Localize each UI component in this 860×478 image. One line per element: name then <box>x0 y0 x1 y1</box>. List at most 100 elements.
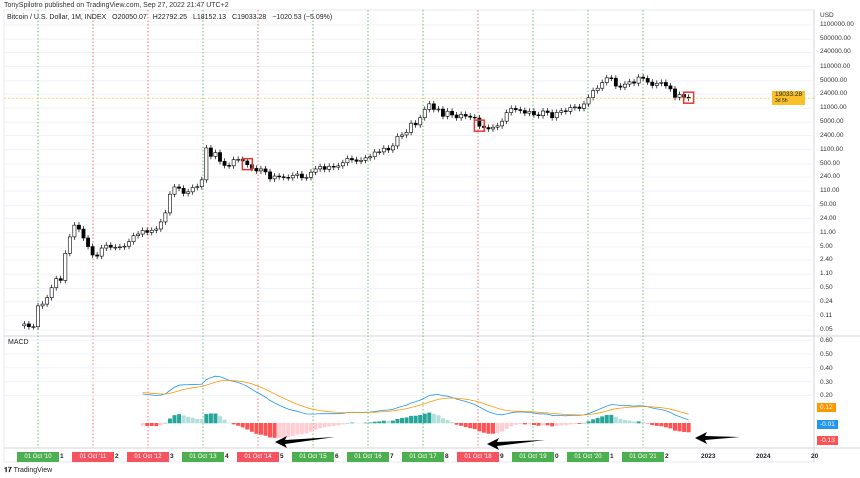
histogram-bar <box>668 423 673 429</box>
candle <box>158 221 163 230</box>
candle <box>491 126 495 130</box>
candle <box>290 175 295 179</box>
cycle-number: 3 <box>170 453 174 460</box>
histogram-bar <box>677 423 682 432</box>
candle <box>454 114 459 119</box>
year-tick: 2024 <box>756 453 771 460</box>
candle <box>131 235 136 242</box>
candle <box>209 147 213 157</box>
candle <box>418 117 423 126</box>
candle <box>22 323 27 327</box>
histogram-bar <box>491 423 495 434</box>
candle <box>49 287 54 298</box>
signal-badge: 0.12 <box>817 403 836 412</box>
histogram-bar <box>463 423 468 428</box>
candle <box>254 168 259 172</box>
candle <box>636 76 641 84</box>
candle <box>427 103 432 110</box>
time-marker-label: 01 Oct '19 <box>512 452 554 462</box>
histogram-bar <box>682 423 687 433</box>
histogram-bar <box>632 421 637 424</box>
symbol-name[interactable]: Bitcoin / U.S. Dollar, 1M, INDEX <box>7 14 107 21</box>
price-tick: 24.00 <box>820 214 837 222</box>
histogram-bar <box>277 423 282 438</box>
open-value: O20050.07 <box>112 14 147 21</box>
cycle-number: 0 <box>555 453 559 460</box>
histogram-bar <box>331 423 336 426</box>
candle <box>463 114 468 117</box>
tradingview-logo[interactable]: 𝟏𝟕 TradingView <box>4 467 52 475</box>
histogram-bar <box>318 423 323 429</box>
candle <box>45 297 50 305</box>
candle <box>577 106 582 109</box>
candle <box>140 230 145 235</box>
histogram-bar <box>591 419 596 424</box>
candle <box>54 278 59 289</box>
histogram-bar <box>595 417 600 424</box>
candle <box>472 116 477 119</box>
candle <box>295 173 300 176</box>
candle <box>386 147 391 151</box>
histogram-bar <box>686 423 691 433</box>
histogram-bar <box>181 415 186 424</box>
candle <box>331 165 336 168</box>
candle <box>277 175 282 178</box>
candle <box>172 186 177 195</box>
candle <box>559 110 564 113</box>
candle <box>591 90 596 98</box>
candle <box>595 87 600 91</box>
candle <box>650 81 655 86</box>
candle <box>363 157 368 161</box>
histogram-bar <box>518 423 523 425</box>
candle <box>409 122 414 133</box>
candle <box>104 244 109 249</box>
logo-text: TradingView <box>13 467 53 474</box>
macd-tick: 0.40 <box>820 364 833 372</box>
indicator-title[interactable]: MACD <box>8 339 29 346</box>
time-marker-label: 01 Oct '12 <box>127 452 169 462</box>
candle <box>413 122 418 126</box>
candle <box>127 241 131 247</box>
histogram-bar <box>281 423 286 438</box>
histogram-bar <box>418 415 423 424</box>
candle <box>550 112 555 119</box>
histogram-bar <box>522 423 527 425</box>
histogram-bar <box>222 419 227 424</box>
candle <box>268 171 272 180</box>
time-marker-label: 01 Oct '11 <box>72 452 114 462</box>
candle <box>118 246 122 249</box>
candle <box>377 151 382 153</box>
candle <box>613 77 618 87</box>
price-tick: 2.40 <box>820 256 833 264</box>
histogram-bar <box>495 423 500 434</box>
candle <box>486 127 491 130</box>
histogram-bar <box>545 423 550 426</box>
cycle-number: 6 <box>335 453 339 460</box>
year-tick: 2023 <box>701 453 716 460</box>
candle <box>459 114 464 119</box>
price-tick: 50000.00 <box>820 76 848 84</box>
time-marker-label: 01 Oct '20 <box>567 452 609 462</box>
change-value: −1020.53 (−5.09%) <box>272 14 333 21</box>
year-tick: 20 <box>811 453 819 460</box>
candle <box>181 187 186 194</box>
histogram-bar <box>445 419 450 424</box>
candle <box>186 191 191 194</box>
highlight-box <box>241 157 254 171</box>
candle <box>545 110 550 113</box>
price-tick: 0.24 <box>820 297 833 305</box>
candle <box>163 212 168 223</box>
histogram-bar <box>140 423 145 426</box>
symbol-legend: Bitcoin / U.S. Dollar, 1M, INDEX O20050.… <box>7 14 336 21</box>
highlight-box <box>682 91 695 104</box>
price-tick: 5000.00 <box>820 118 844 126</box>
histogram-bar <box>450 422 455 424</box>
arrow-icon <box>275 436 335 448</box>
price-tick: 1100000.00 <box>820 21 854 28</box>
histogram-bar <box>263 423 268 436</box>
histogram-bar <box>249 423 254 432</box>
candle <box>299 173 304 179</box>
candle <box>536 114 541 117</box>
histogram-bar <box>290 423 295 436</box>
